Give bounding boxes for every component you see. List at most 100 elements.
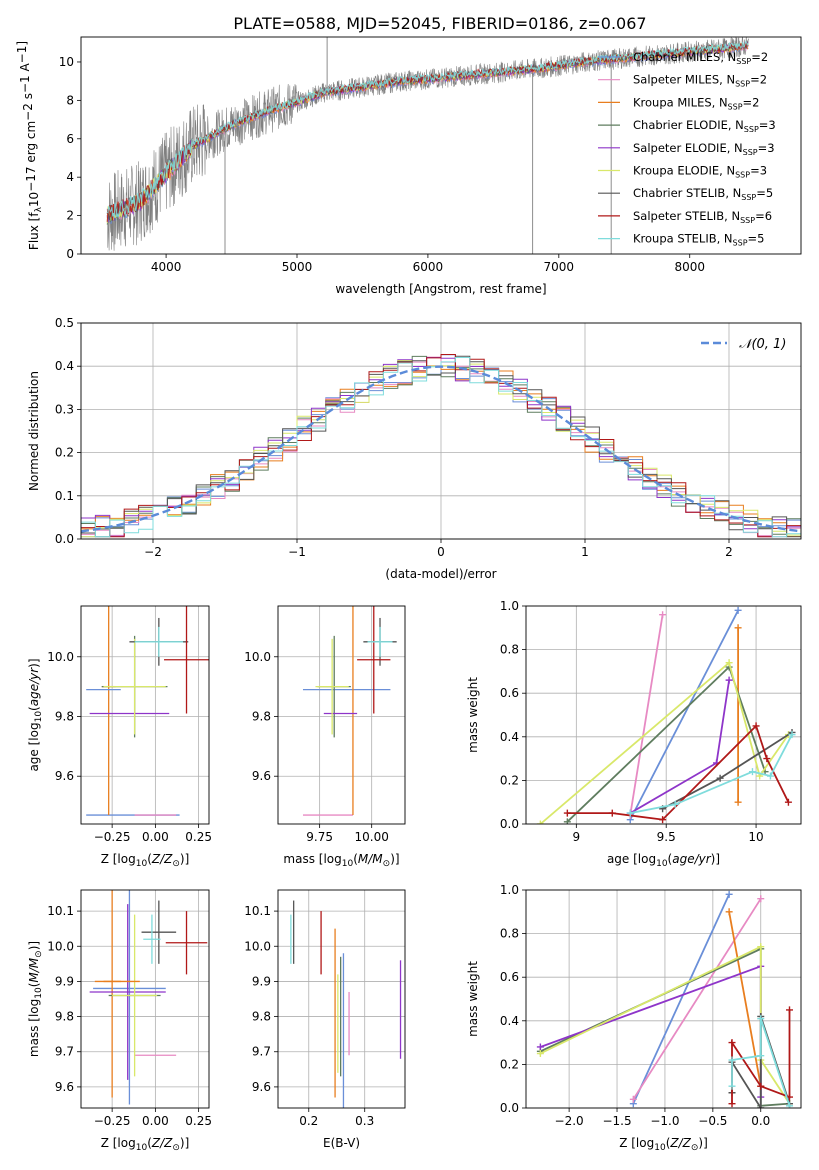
age_vs_Z-xlabel: Z [log10(Z/Z⊙)] bbox=[101, 852, 190, 869]
mass_vs_Z-axes: −0.25 0.00 0.25 9.6 9.7 9.8 9.9 10.0 10.1 Z [log1… bbox=[27, 890, 212, 1153]
legend-entry: Salpeter ELODIE, NSSP=3 bbox=[633, 141, 775, 157]
x-tick-label: 9.5 bbox=[657, 830, 676, 844]
x-tick-label: −2.0 bbox=[555, 1114, 584, 1128]
x-tick-label: 9.75 bbox=[306, 830, 333, 844]
mass-weight-marker bbox=[626, 809, 634, 817]
figure-title: PLATE=0588, MJD=52045, FIBERID=0186, z=0… bbox=[233, 14, 646, 33]
legend-entry: Kroupa STELIB, NSSP=5 bbox=[633, 232, 764, 248]
weight_vs_Z-lines bbox=[536, 890, 794, 1108]
legend-entry: Chabrier ELODIE, NSSP=3 bbox=[633, 118, 776, 134]
age_vs_Z-axes: −0.25 0.00 0.25 9.6 9.8 10.0 Z [log10(Z/Z⊙)] ag… bbox=[27, 606, 212, 869]
spectrum-lines bbox=[106, 37, 749, 254]
spectrum-frame bbox=[80, 36, 802, 255]
mass-weight-marker bbox=[786, 1102, 794, 1108]
mass-weight-marker bbox=[536, 820, 544, 824]
legend-entry: Kroupa ELODIE, NSSP=3 bbox=[633, 164, 767, 180]
model-spectrum-line bbox=[107, 40, 749, 219]
age_vs_Z-frame bbox=[80, 605, 210, 825]
x-tick-label: 1 bbox=[581, 545, 589, 559]
mass_vs_Z-frame bbox=[80, 889, 210, 1109]
mass-weight-marker bbox=[786, 1006, 794, 1014]
y-tick-label: 0.6 bbox=[500, 970, 519, 984]
x-tick-label: 9 bbox=[573, 830, 581, 844]
x-tick-label: 0.00 bbox=[142, 1114, 169, 1128]
x-tick-label: 0.2 bbox=[299, 1114, 318, 1128]
y-tick-label: 9.6 bbox=[55, 769, 74, 783]
y-tick-label: 0.4 bbox=[55, 359, 74, 373]
mass-weight-marker bbox=[563, 818, 571, 824]
x-tick-label: 0.0 bbox=[751, 1114, 770, 1128]
x-tick-label: 10 bbox=[748, 830, 763, 844]
mass-weight-marker bbox=[659, 816, 667, 824]
mass-weight-marker bbox=[659, 611, 667, 619]
mass-weight-marker bbox=[784, 798, 792, 806]
x-tick-label: 0.00 bbox=[142, 830, 169, 844]
x-tick-label: 5000 bbox=[282, 260, 313, 274]
spectrum-axes: 4000 5000 6000 7000 8000 0 2 4 6 8 10 wavelength [A… bbox=[15, 37, 776, 296]
mass_vs_ebv-errorbars bbox=[290, 900, 402, 1108]
y-tick-label: 0.6 bbox=[500, 686, 519, 700]
weight_vs_age-frame bbox=[525, 605, 802, 825]
y-tick-label: 9.9 bbox=[252, 974, 271, 988]
x-tick-label: 0.3 bbox=[355, 1114, 374, 1128]
mass-weight-marker bbox=[734, 606, 742, 614]
mass-weight-marker bbox=[757, 943, 765, 951]
y-tick-label: 0.0 bbox=[55, 532, 74, 546]
mass-weight-line bbox=[632, 898, 762, 1100]
y-tick-label: 9.8 bbox=[55, 709, 74, 723]
mass-weight-marker bbox=[671, 800, 679, 808]
x-tick-label: −0.25 bbox=[94, 830, 131, 844]
mass-weight-marker bbox=[748, 768, 756, 776]
spectrum-ylabel: Flux [fλ10−17 erg cm−2 s−1 A−1] bbox=[15, 41, 44, 250]
x-tick-label: −0.5 bbox=[698, 1114, 727, 1128]
mass-weight-marker bbox=[788, 731, 796, 739]
mass-weight-marker bbox=[536, 1043, 544, 1051]
y-tick-label: 1.0 bbox=[500, 599, 519, 613]
y-tick-label: 2 bbox=[66, 209, 74, 223]
x-tick-label: 0.25 bbox=[185, 1114, 212, 1128]
y-tick-label: 9.6 bbox=[252, 769, 271, 783]
y-tick-label: 0.2 bbox=[500, 773, 519, 787]
mass_vs_ebv-frame bbox=[277, 889, 406, 1109]
x-tick-label: −1.0 bbox=[650, 1114, 679, 1128]
y-tick-label: 10.0 bbox=[47, 650, 74, 664]
x-tick-label: −1.5 bbox=[602, 1114, 631, 1128]
weight_vs_Z-ylabel: mass weight bbox=[466, 961, 480, 1037]
mass-weight-marker bbox=[752, 722, 760, 730]
y-tick-label: 0.2 bbox=[500, 1057, 519, 1071]
legend-entry: Chabrier MILES, NSSP=2 bbox=[633, 50, 768, 66]
y-tick-label: 0.0 bbox=[500, 1101, 519, 1115]
residual-histograms bbox=[81, 354, 801, 538]
mass-weight-marker bbox=[716, 774, 724, 782]
legend-entry: Chabrier STELIB, NSSP=5 bbox=[633, 186, 773, 202]
weight_vs_Z-frame bbox=[525, 889, 802, 1109]
y-tick-label: 9.6 bbox=[55, 1080, 74, 1094]
mass-weight-line bbox=[632, 894, 730, 1104]
mass-weight-marker bbox=[763, 755, 771, 763]
y-tick-label: 0.5 bbox=[55, 316, 74, 330]
x-tick-label: 4000 bbox=[151, 260, 182, 274]
y-tick-label: 8 bbox=[66, 93, 74, 107]
mass_vs_Z-ylabel: mass [log10(M/M⊙)] bbox=[27, 941, 44, 1057]
y-tick-label: 10.1 bbox=[47, 904, 74, 918]
weight_vs_age-axes: 9 9.5 10 0.0 0.2 0.4 0.6 0.8 1.0 age [log10(age/y… bbox=[466, 599, 801, 869]
age_vs_Z-ylabel: age [log10(age/yr)] bbox=[27, 658, 44, 771]
mass-weight-line bbox=[540, 945, 791, 1105]
y-tick-label: 0.3 bbox=[55, 402, 74, 416]
y-tick-label: 10.0 bbox=[244, 650, 271, 664]
residuals-axes: −2 −1 0 1 2 0.0 0.1 0.2 0.3 0.4 0.5 (data-model)/er… bbox=[27, 316, 801, 581]
mass-weight-marker bbox=[757, 1082, 765, 1090]
residuals-frame bbox=[80, 322, 802, 540]
y-tick-label: 0.2 bbox=[55, 446, 74, 460]
y-tick-label: 6 bbox=[66, 132, 74, 146]
x-tick-label: 2 bbox=[725, 545, 733, 559]
x-tick-label: 0.25 bbox=[185, 830, 212, 844]
legend-entry: Kroupa MILES, NSSP=2 bbox=[633, 95, 759, 111]
mass_vs_Z-errorbars bbox=[89, 890, 208, 1105]
mass-weight-marker bbox=[728, 1100, 736, 1108]
y-tick-label: 9.6 bbox=[252, 1080, 271, 1094]
normal-reference-curve bbox=[81, 365, 799, 533]
weight_vs_age-ylabel: mass weight bbox=[466, 677, 480, 753]
weight_vs_Z-xlabel: Z [log10(Z/Z⊙)] bbox=[619, 1136, 708, 1153]
